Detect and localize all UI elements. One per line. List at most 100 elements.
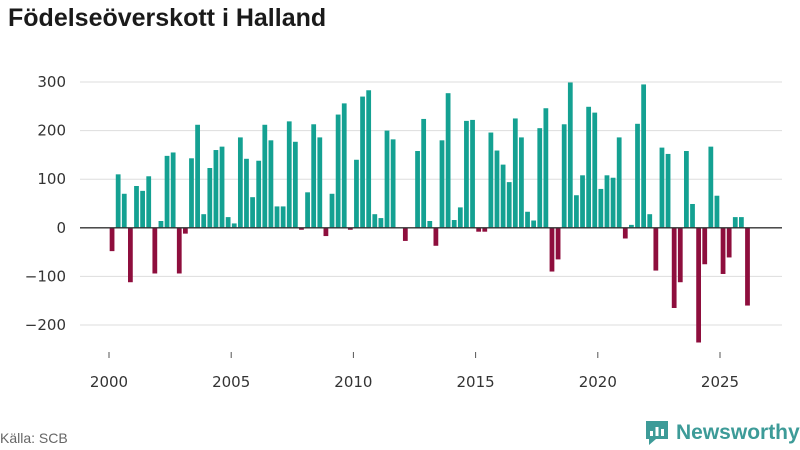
bar <box>726 227 732 258</box>
bar <box>115 174 121 228</box>
source-label: Källa: SCB <box>0 430 68 446</box>
bar <box>219 146 225 228</box>
bar <box>237 137 243 228</box>
bar <box>128 227 133 283</box>
bar <box>152 227 158 274</box>
bar <box>372 214 378 228</box>
bar <box>586 106 592 228</box>
y-tick-label: 200 <box>37 122 66 140</box>
bar <box>195 124 200 228</box>
bar <box>182 227 188 234</box>
x-tick-label: 2005 <box>212 373 250 391</box>
bar <box>567 82 573 228</box>
bar <box>494 150 500 228</box>
bar <box>439 140 445 228</box>
bar <box>445 93 451 228</box>
bar <box>225 217 231 228</box>
bar <box>641 84 647 228</box>
bar <box>629 224 634 228</box>
bar <box>415 151 420 228</box>
bar <box>231 223 237 228</box>
gridlines <box>80 81 782 326</box>
bar <box>464 120 469 228</box>
bar <box>543 108 549 228</box>
bar <box>146 176 152 228</box>
bar <box>280 206 286 228</box>
bar <box>121 193 127 228</box>
bar <box>286 121 292 228</box>
logo-text: Newsworthy <box>676 421 800 444</box>
bar <box>604 175 610 228</box>
bar <box>684 151 689 228</box>
bar <box>170 152 176 228</box>
bar <box>158 221 164 228</box>
bar <box>561 124 567 228</box>
bar <box>555 227 561 260</box>
bar <box>250 197 255 228</box>
bar <box>109 227 115 252</box>
bar <box>506 182 512 228</box>
bar <box>244 158 249 228</box>
bar <box>592 112 598 228</box>
bar <box>341 103 347 228</box>
bar <box>665 153 671 228</box>
y-tick-label: −100 <box>25 267 66 285</box>
bar <box>598 188 604 228</box>
bar <box>635 123 640 228</box>
bar <box>677 227 683 283</box>
bar <box>732 217 738 228</box>
bar <box>335 114 341 228</box>
bar <box>347 227 353 230</box>
bar <box>433 227 439 246</box>
bar <box>329 193 335 228</box>
bar <box>580 175 585 228</box>
y-axis-ticks: −200 −100 0 100 200 300 <box>25 73 66 334</box>
bar <box>653 227 659 271</box>
bar <box>360 96 365 228</box>
x-tick-label: 2000 <box>90 373 128 391</box>
bar <box>574 195 579 228</box>
bar <box>268 140 274 228</box>
bar <box>292 141 298 228</box>
bar <box>323 227 329 237</box>
bar <box>140 190 145 228</box>
bar <box>164 155 170 228</box>
bar <box>690 203 695 228</box>
bar <box>476 227 482 232</box>
bar <box>213 150 219 228</box>
bar <box>531 220 537 228</box>
bar <box>176 227 182 274</box>
bar <box>696 227 701 343</box>
x-tick-label: 2010 <box>334 373 372 391</box>
bar <box>451 220 457 228</box>
x-tick-label: 2015 <box>457 373 495 391</box>
bar <box>610 177 616 228</box>
bar <box>366 90 372 228</box>
newsworthy-logo-icon <box>646 421 668 445</box>
bar <box>739 217 744 228</box>
bar <box>384 130 390 228</box>
bar <box>537 128 543 228</box>
y-tick-label: 0 <box>56 219 66 237</box>
bar <box>720 227 726 274</box>
x-tick-label: 2020 <box>579 373 617 391</box>
chart-title: Födelseöverskott i Halland <box>8 4 327 32</box>
bar <box>402 227 408 241</box>
bar <box>500 164 506 228</box>
bar <box>525 211 530 228</box>
bar <box>311 124 317 228</box>
newsworthy-logo: Newsworthy <box>644 419 800 447</box>
bar <box>262 124 268 228</box>
bar <box>378 218 384 228</box>
bar <box>519 137 524 228</box>
bar <box>616 137 622 228</box>
y-tick-label: 100 <box>37 170 66 188</box>
bar <box>702 227 708 265</box>
bar <box>189 158 194 228</box>
bar <box>647 214 653 228</box>
bar <box>457 207 463 228</box>
bar <box>482 227 488 232</box>
bar <box>488 132 494 228</box>
x-tick-label: 2025 <box>701 373 739 391</box>
